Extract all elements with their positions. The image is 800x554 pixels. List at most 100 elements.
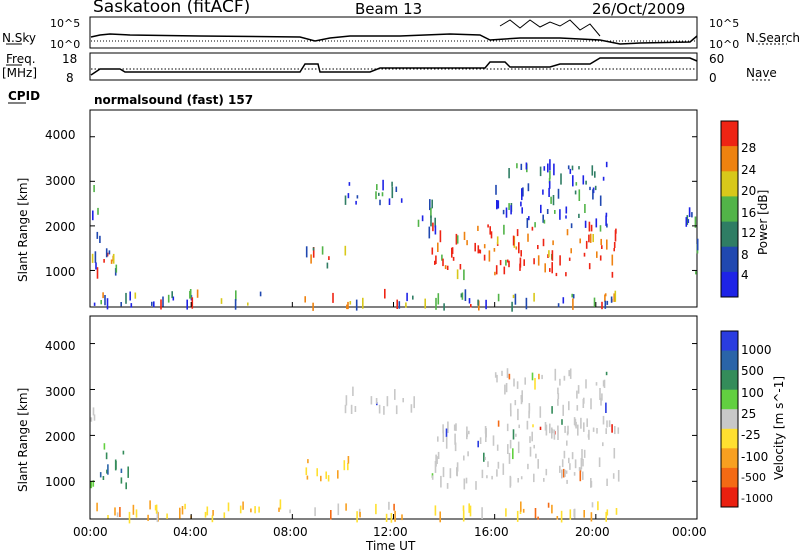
freq-tick-bottom: 8 [66,71,74,85]
axis-ticks [89,136,698,519]
velocity-cell [606,509,609,516]
power-cell [615,228,617,234]
colorbar-swatch [721,487,738,508]
velocity-cell [99,472,102,478]
velocity-cell [402,398,404,403]
power-cell [565,215,567,219]
velocity-cell [410,404,413,413]
velocity-cell [120,468,123,473]
velocity-cell [395,405,398,415]
power-cell [588,234,590,243]
velocity-cell [502,463,505,475]
velocity-cell [385,513,388,522]
power-cell [549,170,551,179]
velocity-cell [565,470,568,474]
velocity-cell [106,469,108,474]
power-cell [588,221,591,232]
power-cell [424,298,426,309]
power-cell [100,300,102,305]
power-cell [441,254,443,261]
power-cell [562,297,565,304]
velocity-cell [549,423,551,434]
power-cell [96,267,99,279]
colorbar-swatch [721,171,738,197]
velocity-cell [598,457,601,467]
power-cell [521,207,523,214]
power-cell [356,195,359,199]
power-cell [434,260,436,265]
velocity-cell [223,512,226,518]
velocity-cell [122,450,125,455]
velocity-cell [250,508,252,513]
power-cell [553,163,555,176]
velocity-cell [344,404,347,414]
velocity-cell [529,436,531,443]
power-cell [405,302,407,308]
velocity-ytick-4000: 4000 [45,339,76,353]
velocity-cell [227,502,230,512]
power-cell [95,262,97,270]
velocity-cell [583,449,586,458]
velocity-cell [512,429,515,440]
velocity-cell [588,429,590,440]
velocity-cell [345,395,348,406]
velocity-cbtick-4: -25 [741,428,761,442]
velocity-cell [483,452,485,462]
power-cell [362,297,364,309]
velocity-cell [120,477,123,484]
velocity-cell [578,467,581,471]
power-cell [344,195,347,205]
power-cell [304,296,306,303]
velocity-cell [462,510,465,522]
velocity-cell [330,510,332,520]
velocity-cell [135,509,138,518]
count-tick-top: 10^5 [50,17,81,30]
power-ytick-1000: 1000 [45,265,76,279]
velocity-cell [116,512,119,518]
velocity-cell [583,422,585,432]
colorbar-swatch [721,370,738,391]
velocity-cell [90,417,93,422]
velocity-cell [539,426,542,430]
power-cell [328,256,330,260]
colorbar-swatch [721,331,738,352]
power-cell [348,182,351,186]
nsearch-label: N.Search [746,31,800,45]
velocity-cell [551,504,553,514]
colorbar-swatch [721,196,738,222]
velocity-cell [254,506,256,514]
velocity-cell [516,381,519,389]
power-cell [160,299,162,310]
power-cell [591,165,594,176]
power-cell [347,193,350,199]
velocity-cell [577,385,580,394]
velocity-cell [455,423,457,431]
colorbar-swatch [721,467,738,488]
velocity-cbtick-1: 500 [741,364,764,378]
power-cell [601,301,603,310]
velocity-cell [583,510,585,518]
velocity-cell [551,406,553,414]
power-cell [382,179,384,191]
velocity-cell [510,410,512,417]
power-cell [172,296,175,301]
nave-label: Nave [746,66,777,80]
velocity-cell [496,374,498,383]
velocity-cell [463,478,466,490]
power-cell [468,298,471,304]
power-cell [434,225,437,235]
velocity-cell [585,379,587,389]
velocity-cell [125,482,127,490]
power-cell [102,292,104,299]
power-cell [346,304,348,310]
velocity-cell [517,408,519,421]
power-cell [355,200,357,205]
power-cell [549,268,551,272]
nave-tick-bottom: 0 [709,71,717,85]
velocity-cell [491,475,493,480]
power-cell [326,262,329,269]
velocity-cell [566,431,569,436]
power-cell [584,204,586,213]
power-cell [511,301,513,312]
velocity-cell [617,470,620,482]
